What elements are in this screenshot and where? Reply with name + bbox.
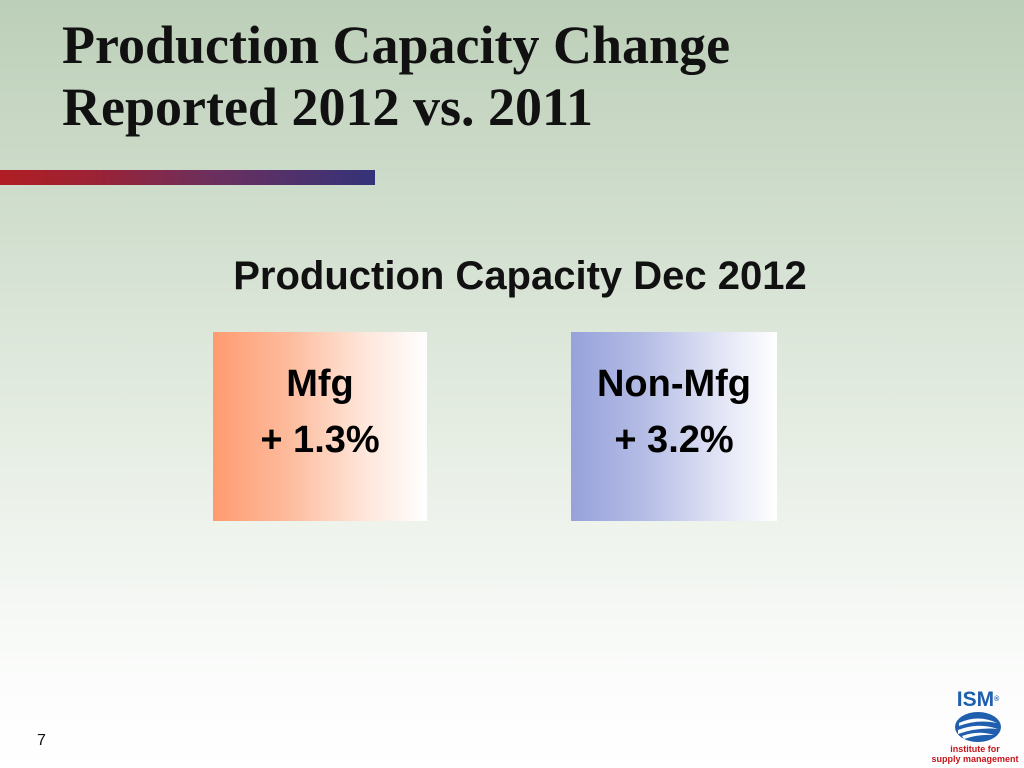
mfg-value: + 1.3% bbox=[260, 419, 380, 461]
logo-brand-text: ISM bbox=[956, 688, 995, 711]
non-mfg-label: Non-Mfg bbox=[596, 363, 752, 405]
slide-title-line-1: Production Capacity Change bbox=[62, 15, 731, 75]
slide-subtitle: Production Capacity Dec 2012 bbox=[0, 253, 1024, 299]
non-mfg-box: Non-Mfg + 3.2% bbox=[571, 332, 777, 521]
logo-tagline-line-1: institute for bbox=[950, 744, 1000, 754]
title-accent-bar bbox=[0, 170, 375, 185]
mfg-box: Mfg + 1.3% bbox=[213, 332, 427, 521]
logo-tagline: institute for supply management bbox=[926, 744, 1024, 764]
slide-title: Production Capacity Change Reported 2012… bbox=[62, 14, 962, 138]
non-mfg-value: + 3.2% bbox=[614, 419, 734, 461]
logo-tagline-line-2: supply management bbox=[931, 754, 1019, 764]
slide-title-line-2: Reported 2012 vs. 2011 bbox=[62, 77, 593, 137]
slide-subtitle-text: Production Capacity Dec 2012 bbox=[233, 254, 807, 298]
ism-logo: ISM® institute for supply management bbox=[931, 688, 1024, 768]
page-number: 7 bbox=[37, 732, 46, 749]
logo-registered-mark: ® bbox=[994, 696, 1000, 703]
logo-brand: ISM® bbox=[932, 688, 1024, 712]
ism-swoosh-icon bbox=[955, 712, 1001, 742]
mfg-label: Mfg bbox=[286, 363, 354, 405]
